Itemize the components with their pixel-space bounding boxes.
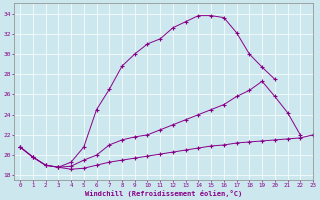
- X-axis label: Windchill (Refroidissement éolien,°C): Windchill (Refroidissement éolien,°C): [85, 190, 242, 197]
